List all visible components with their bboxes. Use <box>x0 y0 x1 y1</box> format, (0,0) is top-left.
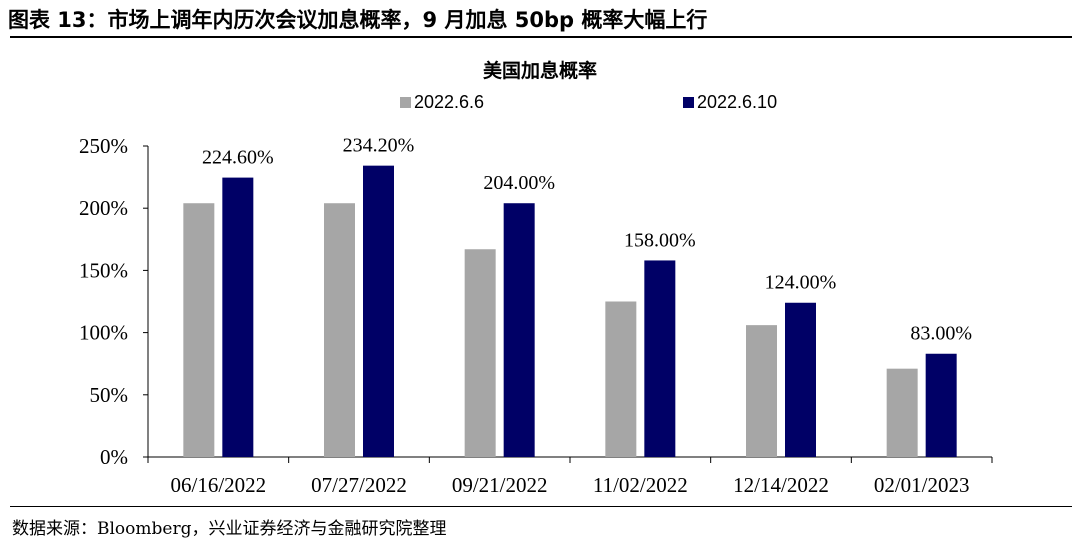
y-tick-label: 150% <box>79 258 128 282</box>
x-tick-label: 02/01/2023 <box>874 473 970 497</box>
x-tick-label: 07/27/2022 <box>311 473 407 497</box>
legend-swatch-series-1 <box>400 97 411 108</box>
x-tick-label: 09/21/2022 <box>452 473 548 497</box>
y-tick-label: 0% <box>100 445 128 469</box>
bar-series-2 <box>925 353 957 457</box>
figure-header-text: 图表 13：市场上调年内历次会议加息概率，9 月加息 50bp 概率大幅上行 <box>8 8 708 32</box>
legend-swatch-series-2 <box>683 97 694 108</box>
footer-rule <box>10 506 1072 507</box>
data-label: 234.20% <box>343 135 415 157</box>
legend-item-series-2: 2022.6.10 <box>683 90 777 114</box>
x-tick-label: 12/14/2022 <box>733 473 829 497</box>
bar-series-2 <box>785 302 816 457</box>
data-source: 数据来源：Bloomberg，兴业证券经济与金融研究院整理 <box>12 519 447 539</box>
legend-label-series-1: 2022.6.6 <box>414 92 485 112</box>
legend-item-series-1: 2022.6.6 <box>400 90 484 114</box>
legend-label-series-2: 2022.6.10 <box>697 92 778 112</box>
y-tick-label: 200% <box>79 196 128 220</box>
bar-series-1 <box>746 325 777 457</box>
bar-series-2 <box>363 165 394 457</box>
y-tick-label: 250% <box>79 134 128 158</box>
bar-series-1 <box>464 249 496 457</box>
bar-series-1 <box>605 301 637 457</box>
data-label: 158.00% <box>624 229 696 251</box>
y-tick-label: 100% <box>79 321 128 345</box>
data-label: 224.60% <box>202 147 274 169</box>
bar-series-2 <box>503 203 535 457</box>
data-label: 124.00% <box>765 272 837 294</box>
figure-footer: 数据来源：Bloomberg，兴业证券经济与金融研究院整理 <box>0 502 1080 542</box>
chart-title: 美国加息概率 <box>482 60 597 82</box>
x-tick-label: 06/16/2022 <box>170 473 266 497</box>
bar-series-1 <box>183 203 215 457</box>
bar-series-2 <box>222 177 254 457</box>
bar-series-1 <box>324 203 355 457</box>
bar-series-2 <box>644 260 676 457</box>
header-rule <box>10 36 1072 38</box>
data-label: 83.00% <box>910 323 972 345</box>
x-tick-label: 11/02/2022 <box>593 473 688 497</box>
figure-header: 图表 13：市场上调年内历次会议加息概率，9 月加息 50bp 概率大幅上行 <box>8 4 1072 38</box>
bar-series-1 <box>886 368 918 457</box>
data-label: 204.00% <box>483 172 555 194</box>
y-tick-label: 50% <box>90 383 129 407</box>
